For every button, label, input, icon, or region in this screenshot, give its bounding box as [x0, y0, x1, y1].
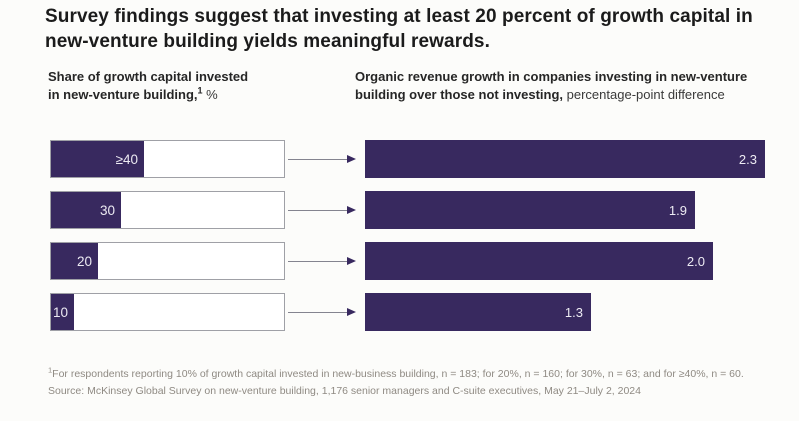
chart-row: ≥40 2.3: [50, 140, 765, 178]
left-heading-line2: in new-venture building,: [48, 87, 198, 102]
right-bar: 1.9: [365, 191, 695, 229]
left-axis-heading: Share of growth capital invested in new-…: [48, 68, 303, 104]
chart-row: 20 2.0: [50, 242, 765, 280]
left-bar-fill: 20: [51, 243, 98, 279]
left-heading-unit: %: [206, 87, 218, 102]
source-line: Source: McKinsey Global Survey on new-ve…: [48, 385, 641, 397]
right-bar: 1.3: [365, 293, 591, 331]
left-bar-fill: ≥40: [51, 141, 144, 177]
left-bar-label: 30: [99, 202, 115, 218]
arrow-right-icon: [285, 293, 365, 331]
chart-row: 30 1.9: [50, 191, 765, 229]
footnote-superscript: 1: [48, 365, 53, 375]
right-bar-value-label: 2.3: [738, 151, 757, 167]
right-bar-value-label: 1.3: [564, 304, 583, 320]
right-heading-unit: percentage-point difference: [566, 87, 725, 102]
footnote-text: For respondents reporting 10% of growth …: [52, 368, 744, 380]
right-bar: 2.0: [365, 242, 713, 280]
arrow-right-icon: [285, 242, 365, 280]
exhibit-title: Survey findings suggest that investing a…: [45, 6, 753, 52]
right-bar-zone: 1.3: [365, 293, 765, 331]
arrow-line: [288, 159, 347, 160]
arrow-right-icon: [285, 191, 365, 229]
left-bar-fill: 30: [51, 192, 121, 228]
chart-row: 10 1.3: [50, 293, 765, 331]
right-axis-heading: Organic revenue growth in companies inve…: [355, 68, 795, 104]
arrow-head: [347, 205, 356, 214]
right-bar-zone: 1.9: [365, 191, 765, 229]
footnote-line: 1For respondents reporting 10% of growth…: [48, 366, 778, 383]
footnote-marker: 1: [197, 85, 203, 96]
left-bar-track: 10: [50, 293, 285, 331]
right-heading-bold: Organic revenue growth in companies inve…: [355, 69, 748, 102]
left-bar-track: 30: [50, 191, 285, 229]
left-bar-label: ≥40: [115, 151, 138, 167]
right-bar-value-label: 2.0: [686, 253, 705, 269]
arrow-line: [288, 261, 347, 262]
arrow-right-icon: [285, 140, 365, 178]
paired-bar-chart: ≥40 2.3 30 1.9 20 2.0 10 1.3: [50, 140, 765, 344]
left-heading-line1: Share of growth capital invested: [48, 69, 249, 84]
arrow-head: [347, 256, 356, 265]
footnote-block: 1For respondents reporting 10% of growth…: [48, 366, 778, 400]
left-bar-track: 20: [50, 242, 285, 280]
left-bar-label: 10: [52, 304, 68, 320]
arrow-head: [347, 154, 356, 163]
right-bar-zone: 2.0: [365, 242, 765, 280]
right-bar-value-label: 1.9: [668, 202, 687, 218]
arrow-head: [347, 307, 356, 316]
left-bar-track: ≥40: [50, 140, 285, 178]
right-bar-zone: 2.3: [365, 140, 765, 178]
left-bar-fill: 10: [51, 294, 74, 330]
left-bar-label: 20: [76, 253, 92, 269]
right-bar: 2.3: [365, 140, 765, 178]
arrow-line: [288, 312, 347, 313]
arrow-line: [288, 210, 347, 211]
